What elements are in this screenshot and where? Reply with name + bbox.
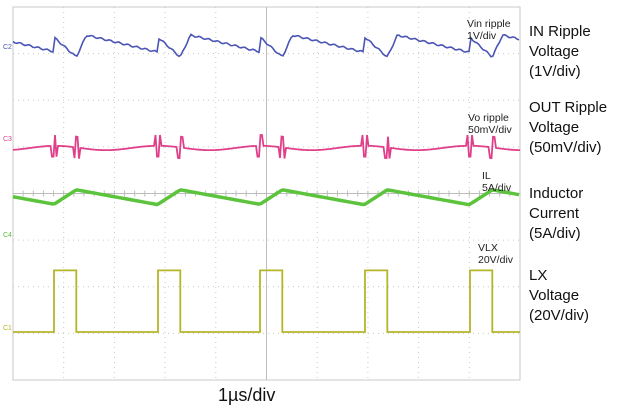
- time-per-division-label: 1µs/div: [218, 385, 276, 405]
- channel-marker: C4: [3, 232, 12, 239]
- out-ripple-voltage-label: OUT Ripple Voltage (50mV/div): [529, 99, 608, 156]
- inductor-current-label: Inductor Current (5A/div): [529, 185, 584, 242]
- vo-ripple-scale-label: Vo ripple 50mV/div: [468, 112, 512, 136]
- lx-voltage-label: LX Voltage (20V/div): [529, 267, 590, 324]
- lx-voltage-trace: [13, 269, 520, 333]
- inductor-current-trace: [12, 188, 520, 207]
- in-ripple-voltage-label: IN Ripple Voltage (1V/div): [529, 23, 591, 80]
- vin-ripple-scale-label: Vin ripple 1V/div: [467, 18, 511, 42]
- vlx-scale-label: VLX 20V/div: [478, 242, 514, 266]
- channel-marker: C1: [3, 325, 12, 332]
- il-scale-label: IL 5A/div: [482, 170, 512, 194]
- channel-marker: C2: [3, 44, 12, 51]
- channel-marker: C3: [3, 136, 12, 143]
- vo-ripple-trace: [12, 134, 521, 160]
- vin-ripple-trace: [12, 33, 520, 58]
